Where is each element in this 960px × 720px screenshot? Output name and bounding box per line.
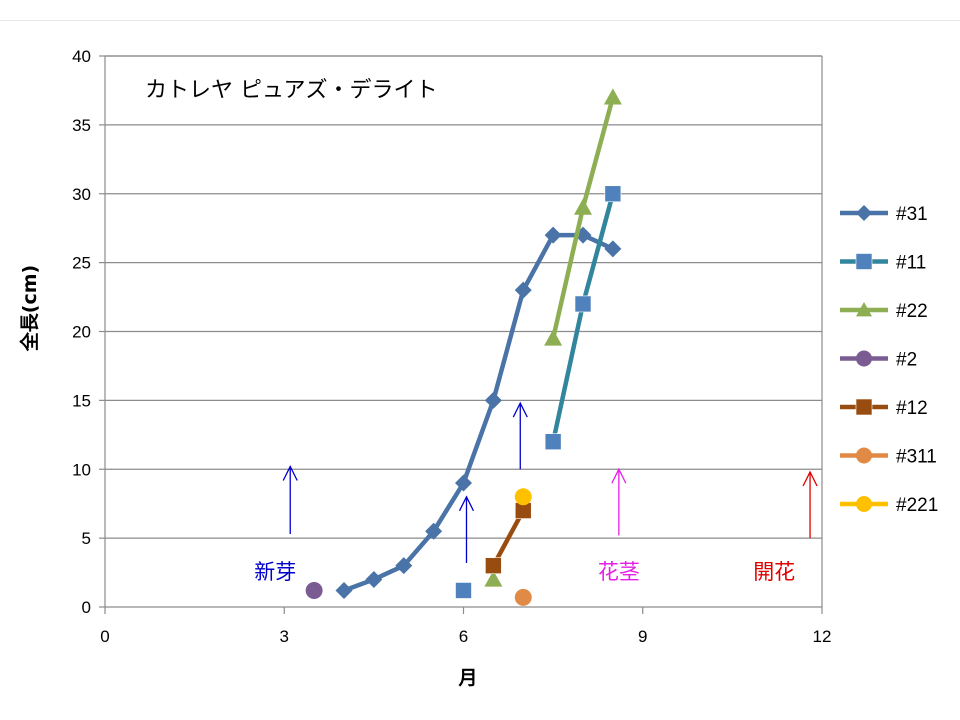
- series-11: [455, 185, 622, 599]
- data-point-31: [335, 581, 353, 599]
- legend-label-31: #31: [896, 204, 928, 225]
- y-tick-label: 35: [72, 116, 91, 135]
- data-point-31: [604, 240, 622, 258]
- y-tick-label: 25: [72, 254, 91, 273]
- series-221: [514, 488, 532, 506]
- data-point-31: [395, 557, 413, 575]
- legend-item-22: #22: [840, 301, 928, 322]
- data-point-31: [365, 570, 383, 588]
- legend-item-31: #31: [840, 204, 928, 225]
- legend-label-2: #2: [896, 350, 917, 371]
- data-point-31: [425, 522, 443, 540]
- annotations: 新芽 花茎 開花: [254, 401, 818, 584]
- series-12: [485, 502, 532, 574]
- series-311: [514, 588, 532, 606]
- y-tick-label: 40: [72, 47, 91, 66]
- y-tick-label: 15: [72, 391, 91, 410]
- annotation-label: 開花: [753, 560, 795, 584]
- top-divider: [0, 20, 960, 21]
- legend: #31 #11 #22 #2 #12 #311 #221: [840, 204, 938, 516]
- legend-item-11: #11: [840, 253, 926, 274]
- series: [305, 88, 622, 606]
- x-tick-label: 3: [280, 627, 289, 646]
- annotation-label: 新芽: [254, 560, 296, 584]
- legend-item-12: #12: [840, 398, 928, 419]
- data-point-31: [455, 474, 472, 492]
- series-31: [335, 226, 622, 599]
- y-tick-label: 30: [72, 185, 91, 204]
- legend-label-12: #12: [896, 398, 928, 419]
- x-axis-title: 月: [457, 667, 477, 689]
- legend-marker-2: [856, 350, 872, 367]
- x-tick-label: 0: [100, 627, 109, 646]
- legend-marker-31: [856, 205, 872, 221]
- data-point-11: [455, 582, 472, 599]
- data-point-221: [514, 488, 532, 506]
- data-point-22: [544, 329, 563, 346]
- legend-label-221: #221: [896, 495, 938, 516]
- x-tick-label: 12: [813, 627, 832, 646]
- legend-label-311: #311: [896, 447, 937, 468]
- data-point-11: [574, 295, 592, 313]
- annotation-arrow-head: [282, 465, 298, 481]
- data-point-11: [544, 433, 562, 451]
- legend-marker-221: [856, 496, 872, 512]
- series-line-31: [343, 232, 614, 593]
- data-point-22: [574, 198, 592, 215]
- y-tick-label: 10: [72, 460, 91, 479]
- legend-marker-311: [856, 447, 872, 464]
- x-tick-label: 9: [638, 627, 647, 646]
- series-line-12: [491, 509, 526, 567]
- axes: 0 5 10 15 20 25 30 35 40 0 3 6 9 12: [72, 47, 831, 646]
- legend-item-221: #221: [840, 495, 938, 516]
- y-axis-title: 全長(cm): [18, 265, 41, 352]
- data-point-31: [484, 391, 502, 409]
- y-tick-label: 0: [82, 598, 91, 617]
- data-point-12: [485, 557, 502, 574]
- chart-title: カトレヤ ピュアズ・デライト: [145, 78, 438, 103]
- annotation-label: 花茎: [598, 560, 640, 584]
- series-22: [484, 88, 622, 587]
- annotation-arrow-head: [458, 495, 475, 512]
- data-point-22: [603, 88, 622, 105]
- x-tick-label: 6: [459, 627, 468, 646]
- grid-lines: [105, 55, 822, 539]
- legend-label-11: #11: [896, 253, 926, 274]
- annotation-arrow-head: [802, 470, 818, 487]
- y-tick-label: 20: [72, 323, 91, 342]
- data-point-11: [604, 185, 622, 203]
- data-point-31: [514, 281, 532, 299]
- annotation-arrow-head: [512, 401, 528, 418]
- legend-item-2: #2: [840, 350, 917, 371]
- data-point-2: [305, 581, 323, 599]
- annotation-arrow-head: [611, 467, 627, 484]
- y-tick-label: 5: [82, 529, 91, 548]
- data-point-31: [544, 226, 562, 244]
- data-point-311: [514, 588, 532, 606]
- data-point-22: [484, 570, 503, 587]
- legend-marker-11: [855, 253, 873, 270]
- legend-marker-22: [856, 302, 872, 317]
- legend-marker-12: [855, 398, 873, 416]
- legend-label-22: #22: [896, 301, 928, 322]
- legend-item-311: #311: [840, 447, 937, 468]
- series-2: [305, 581, 323, 599]
